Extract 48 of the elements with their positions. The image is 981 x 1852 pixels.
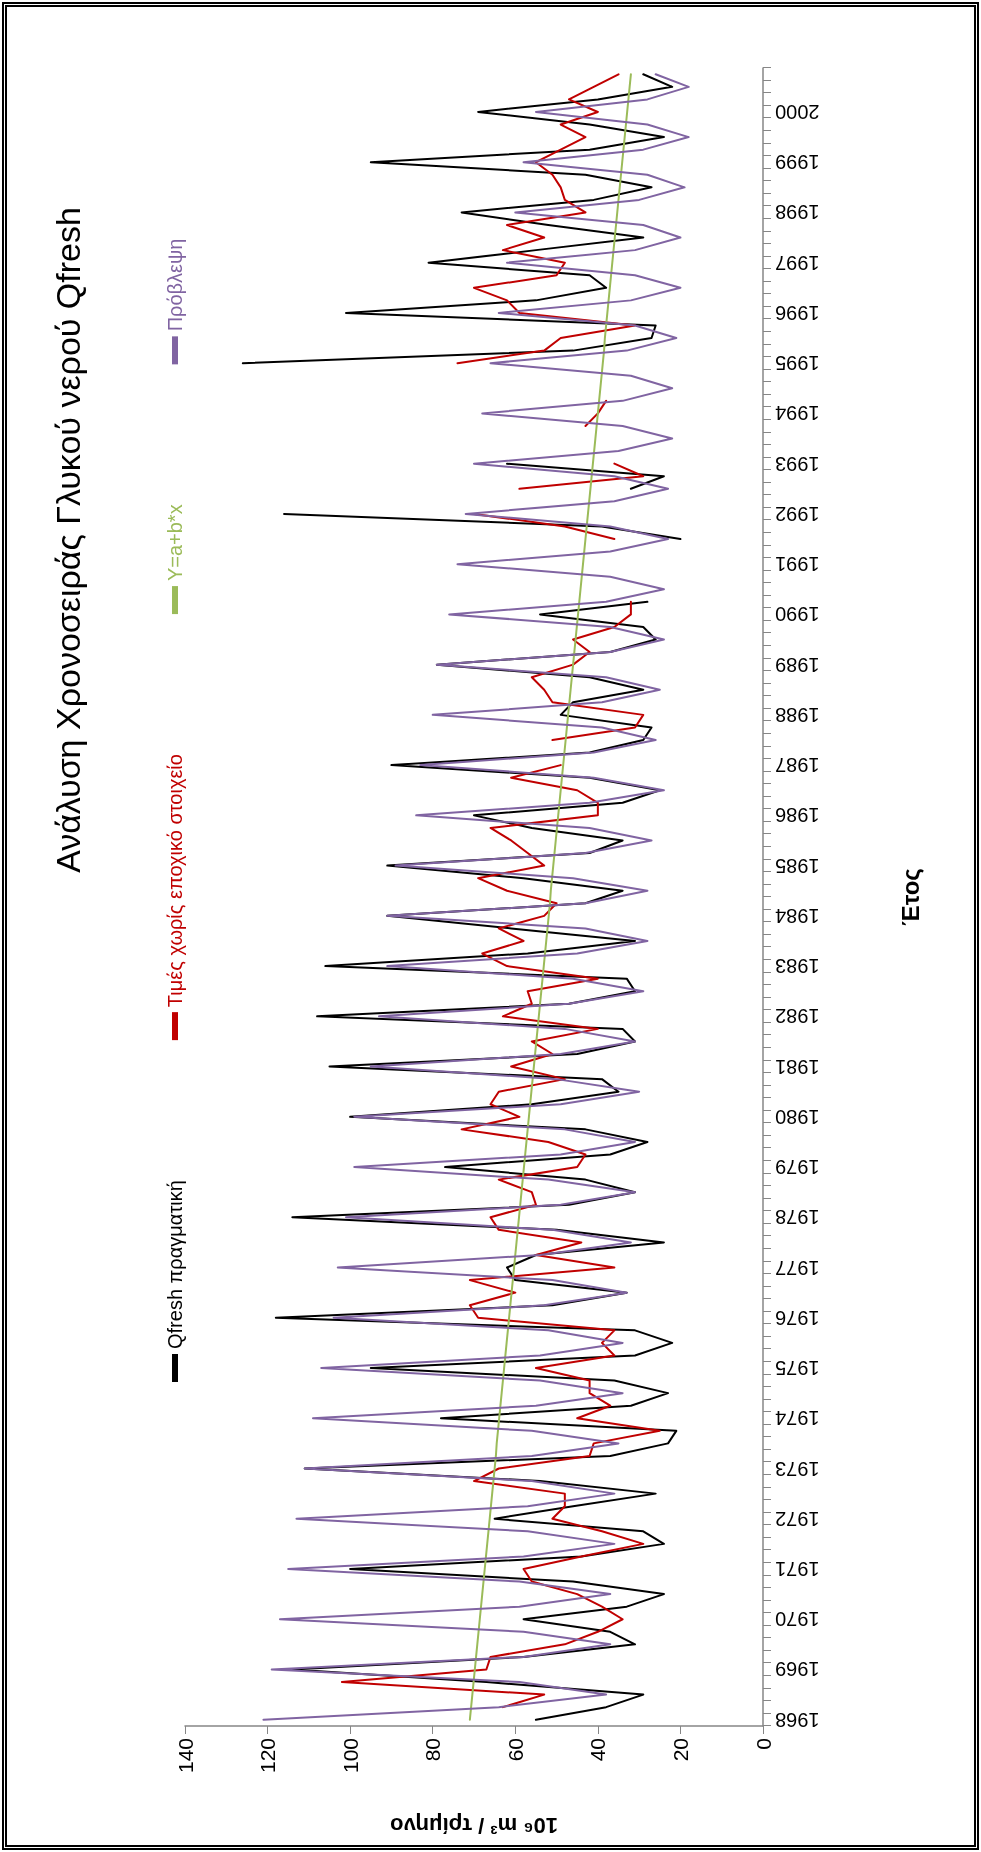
y-tick-label: 1973 [775, 1457, 820, 1480]
y-tick-label: 1979 [775, 1156, 820, 1179]
y-tick-label: 1971 [775, 1557, 820, 1580]
y-tick-label: 1970 [775, 1608, 820, 1631]
y-tick-label: 1991 [775, 553, 820, 576]
y-tick-label: 1976 [775, 1306, 820, 1329]
y-tick-label: 1992 [775, 502, 820, 525]
y-tick-label: 1994 [775, 402, 820, 425]
y-tick-label: 1990 [775, 603, 820, 626]
y-tick-label: 1985 [775, 854, 820, 877]
text: Τιμές χωρίς εποχικό στοιχείο [164, 754, 186, 1008]
y-axis-title: Έτος [896, 868, 924, 926]
x-tick-label: 140 [173, 1738, 197, 1774]
y-tick-label: 1981 [775, 1055, 820, 1078]
y-tick-label: 1986 [775, 804, 820, 827]
y-tick-label: 1995 [775, 352, 820, 375]
y-tick-label: 1989 [775, 653, 820, 676]
y-tick-label: 1984 [775, 904, 820, 927]
x-tick-label: 40 [586, 1738, 610, 1762]
y-tick-label: 1974 [775, 1407, 820, 1430]
y-tick-label: 1977 [775, 1256, 820, 1279]
y-tick-label: 1999 [775, 151, 820, 174]
y-tick-label: 1987 [775, 754, 820, 777]
y-tick-label: 1996 [775, 301, 820, 324]
y-tick-label: 1993 [775, 452, 820, 475]
y-tick-label: 1978 [775, 1206, 820, 1229]
x-tick-label: 20 [668, 1738, 692, 1762]
x-tick-label: 100 [338, 1738, 362, 1774]
x-tick-label: 80 [421, 1738, 445, 1762]
y-tick-label: 1983 [775, 955, 820, 978]
text: Ανάλυση Χρονοσειράς Γλυκού νερού Qfresh [49, 207, 87, 873]
x-tick-label: 60 [503, 1738, 527, 1762]
text: Qfresh πραγματική [164, 1180, 186, 1349]
y-tick-label: 2000 [775, 100, 820, 123]
y-tick-label: 1968 [775, 1708, 820, 1731]
y-tick-label: 1982 [775, 1005, 820, 1028]
y-tick-label: 1998 [775, 201, 820, 224]
y-tick-label: 1997 [775, 251, 820, 274]
y-tick-label: 1975 [775, 1357, 820, 1380]
y-tick-label: 1969 [775, 1658, 820, 1681]
y-tick-label: 1972 [775, 1507, 820, 1530]
x-tick-label: 0 [751, 1738, 775, 1750]
y-tick-label: 1988 [775, 703, 820, 726]
x-tick-label: 120 [256, 1738, 280, 1774]
x-axis-title: 10⁶ m³ / τρίμηνο [389, 1812, 559, 1838]
text: Πρόβλεψη [164, 238, 186, 332]
y-tick-label: 1980 [775, 1105, 820, 1128]
text: Y=a+b*x [164, 504, 186, 582]
